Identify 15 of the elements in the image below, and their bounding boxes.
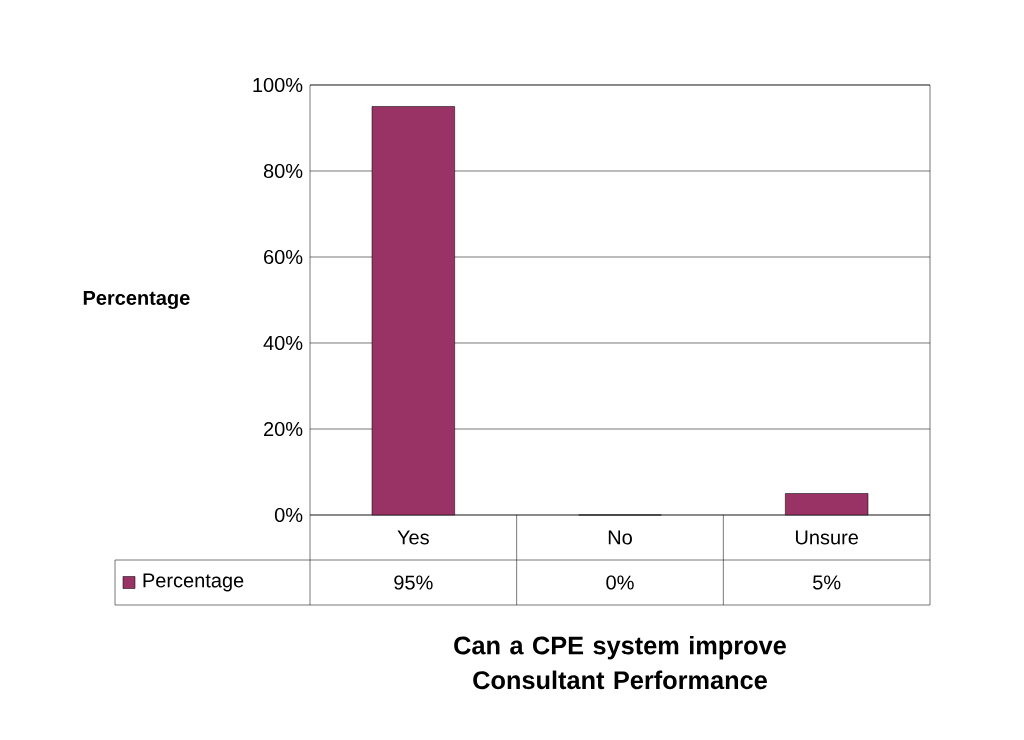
y-tick-label: 60% xyxy=(264,249,303,265)
y-tick-label: 100% xyxy=(253,77,303,93)
data-label: 95% xyxy=(394,575,433,590)
x-tick-label: No xyxy=(608,530,632,545)
x-axis-title: Can a CPE system improve Consultant Performance xyxy=(454,635,786,690)
y-axis-title: Percentage xyxy=(83,291,190,309)
data-label: 5% xyxy=(813,575,841,590)
y-tick-label: 80% xyxy=(263,163,303,179)
x-tick-label: Unsure xyxy=(795,530,858,545)
x-tick-label: Yes xyxy=(397,530,429,545)
y-tick-label: 0% xyxy=(274,507,303,523)
legend-label: Percentage xyxy=(143,573,244,592)
data-label: 0% xyxy=(606,575,634,590)
y-tick-label: 40% xyxy=(263,335,303,351)
y-tick-label: 20% xyxy=(264,421,303,437)
